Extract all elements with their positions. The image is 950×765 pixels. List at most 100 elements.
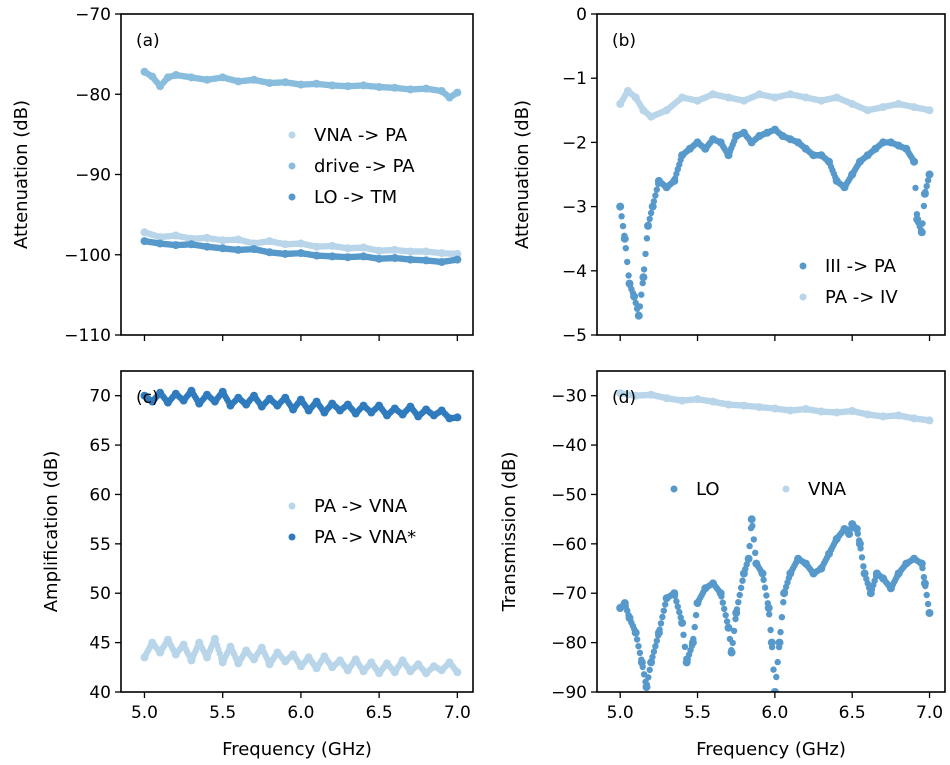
trace-dot [645,221,652,228]
x-tick-label: 7.0 [916,703,943,723]
trace-dot [926,417,933,424]
trace-dot [454,669,461,676]
trace-dot [655,632,662,639]
legend-marker [288,502,296,510]
y-axis-label: Attenuation (dB) [11,100,32,249]
trace-dot [767,626,774,634]
legend-label: LO -> TM [314,187,397,208]
legend-label: PA -> IV [825,287,898,308]
legend-marker [799,262,807,270]
legend: VNA -> PA drive -> PA LO -> TM [288,125,415,208]
trace-dot [678,619,686,627]
trace-dot [640,266,648,273]
panel-label: (d) [612,388,636,408]
legend-marker [670,485,678,493]
x-tick-label: 6.0 [761,703,788,723]
trace-dot [926,107,933,114]
trace-dot [718,593,725,600]
legend: III -> PA PA -> IV [799,256,898,308]
trace-dot [746,542,753,550]
trace-dot [635,643,642,650]
legend-marker [288,162,296,170]
y-tick-label: −2 [562,133,587,153]
trace-dot [759,569,766,577]
y-tick-label: 0 [576,5,587,25]
panel-c: 5.0 5.5 6.0 6.5 7.0 40 45 50 55 60 65 70 (c) Amplific… [41,370,474,760]
y-tick-label: −70 [551,584,587,604]
data-point [747,515,756,524]
trace-dot [639,663,646,671]
trace-dot [636,649,644,657]
data-point [639,273,648,282]
trace-dot [643,681,651,688]
axes-frame [120,370,474,693]
y-tick-label: −100 [64,246,111,266]
trace-dot [780,599,787,606]
trace-dot [910,158,918,165]
y-tick-label: −30 [551,387,587,407]
trace-dot [721,605,728,613]
y-tick-label: −80 [75,85,111,105]
x-tick-label: 5.0 [131,703,158,723]
y-tick-label: −40 [551,436,587,456]
trace-dot [632,299,639,307]
trace-dot [454,256,461,263]
legend: LO VNA [670,479,847,500]
trace-dot [645,674,652,681]
trace-dot [691,623,698,631]
trace-dot [856,537,863,544]
trace-dot [764,600,771,607]
panel-label: (b) [612,31,636,51]
series-a-0 [140,228,462,258]
x-axis-label: Frequency (GHz) [222,739,372,760]
trace-dot [619,222,627,230]
trace-dot [725,624,732,631]
trace-dot [733,606,741,613]
series-c-1 [140,386,462,423]
trace-dot [773,673,780,681]
trace-dot [454,250,461,258]
trace-dot [649,653,656,661]
y-axis-label: Transmission (dB) [499,452,520,613]
trace-dot [777,628,784,636]
trace-dot [646,666,653,674]
y-tick-label: 55 [89,535,111,555]
legend-label: PA -> VNA [314,496,408,517]
trace-dot [653,637,660,644]
y-tick-label: −5 [562,326,587,346]
trace-dot [923,591,930,599]
y-tick-label: 40 [89,683,111,703]
x-tick-label: 7.0 [444,703,471,723]
axes-frame [596,370,946,693]
series-b-0 [616,125,934,320]
trace-dot [633,636,641,643]
trace-dot [919,220,926,227]
trace-dot [723,618,731,625]
trace-dot [760,576,767,583]
trace-dot [638,291,645,298]
trace-dot [719,599,726,606]
trace-dot [690,635,697,643]
trace-dot [646,215,653,223]
legend-label: VNA [808,479,847,500]
trace-dot [920,573,928,581]
trace-dot [618,213,625,220]
legend-label: LO [696,479,720,500]
trace-dot [766,611,773,618]
y-tick-label: −1 [562,69,587,89]
trace-dot [643,235,651,242]
trace-dot [650,198,658,205]
trace-dot [919,564,926,572]
trace-dot [774,658,781,666]
trace-dot [647,209,655,217]
trace-dot [775,643,783,651]
trace-dot [660,607,667,614]
trace-dot [650,648,658,655]
trace-dot [763,592,770,599]
legend-marker [288,131,296,139]
trace-dot [454,414,461,421]
trace-dot [752,549,759,556]
x-tick-label: 5.5 [209,703,236,723]
trace-dot [677,614,684,621]
